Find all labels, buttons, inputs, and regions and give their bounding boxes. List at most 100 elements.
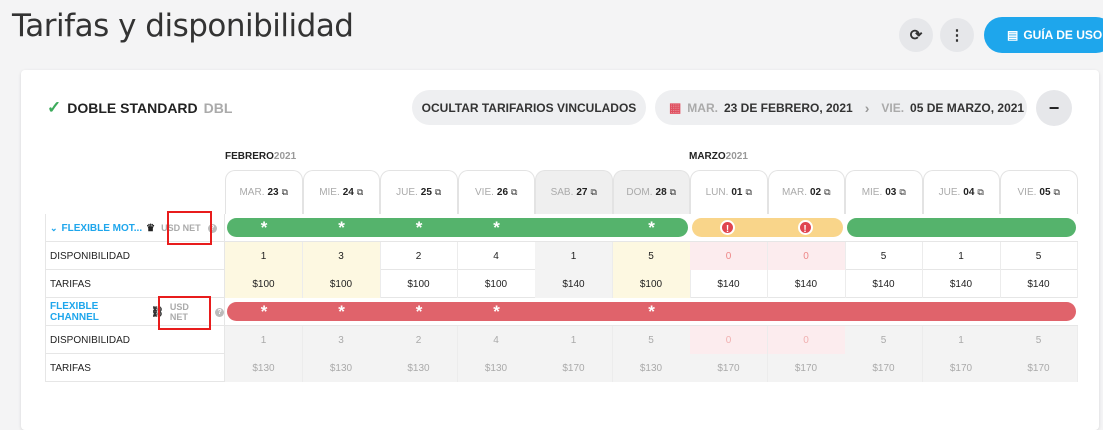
day-header[interactable]: MAR. 23 ⧉	[225, 170, 303, 214]
day-header[interactable]: VIE. 26 ⧉	[457, 170, 535, 214]
external-link-icon[interactable]: ⧉	[511, 187, 518, 197]
external-link-icon[interactable]: ⧉	[899, 187, 906, 197]
restriction-star-icon[interactable]: *	[415, 302, 423, 321]
external-link-icon[interactable]: ⧉	[434, 187, 442, 197]
price-cell[interactable]: $130	[380, 354, 458, 382]
external-link-icon[interactable]: ⧉	[745, 187, 752, 197]
price-cell[interactable]: $140	[535, 270, 613, 298]
availability-cell[interactable]: 1	[535, 242, 613, 270]
price-cell[interactable]: $130	[225, 354, 303, 382]
price-cell[interactable]: $100	[225, 270, 303, 298]
hide-linked-rates-button[interactable]: OCULTAR TARIFARIOS VINCULADOS	[412, 90, 646, 125]
availability-cell[interactable]: 4	[457, 326, 536, 354]
external-link-icon[interactable]: ⧉	[281, 187, 289, 197]
more-options-button[interactable]: ⋮	[940, 18, 974, 52]
external-link-icon[interactable]: ⧉	[356, 187, 364, 197]
availability-cell[interactable]: 5	[612, 242, 691, 270]
warning-status-bar[interactable]	[692, 218, 843, 237]
guide-button[interactable]: ▤ GUÍA DE USO	[984, 17, 1103, 53]
price-cell[interactable]: $130	[612, 354, 691, 382]
availability-cell[interactable]: 0	[690, 326, 768, 354]
price-cell[interactable]: $140	[690, 270, 768, 298]
availability-cell[interactable]: 1	[922, 326, 1001, 354]
price-cell[interactable]: $100	[458, 270, 536, 298]
day-header[interactable]: MAR. 02 ⧉	[767, 170, 845, 214]
alert-icon[interactable]: !	[720, 220, 735, 235]
day-dow: DOM.	[626, 187, 653, 198]
alert-icon[interactable]: !	[797, 220, 813, 235]
rate-name-label: FLEXIBLE CHANNEL	[50, 301, 99, 323]
availability-cell[interactable]: 1	[535, 326, 613, 354]
day-header[interactable]: SAB. 27 ⧉	[535, 170, 613, 214]
day-header[interactable]: MIE. 03 ⧉	[845, 170, 923, 214]
availability-cell[interactable]: 0	[767, 242, 846, 270]
price-cell[interactable]: $100	[612, 270, 691, 298]
restriction-star-icon[interactable]: *	[338, 302, 345, 321]
day-header[interactable]: LUN. 01 ⧉	[690, 170, 768, 214]
availability-cell[interactable]: 5	[845, 326, 923, 354]
collapse-button[interactable]: −	[1036, 90, 1072, 126]
price-cell[interactable]: $170	[845, 354, 923, 382]
availability-cell[interactable]: 1	[225, 242, 303, 270]
page-title: Tarifas y disponibilidad	[12, 8, 354, 44]
refresh-button[interactable]: ⟳	[899, 18, 933, 52]
price-cell[interactable]: $170	[535, 354, 613, 382]
day-header[interactable]: MIE. 24 ⧉	[302, 170, 380, 214]
availability-cell[interactable]: 5	[1000, 242, 1078, 270]
availability-cell[interactable]: 5	[845, 242, 923, 270]
price-cell[interactable]: $170	[922, 354, 1001, 382]
day-number: 04	[963, 187, 975, 198]
external-link-icon[interactable]: ⧉	[824, 187, 831, 197]
availability-cell[interactable]: 0	[690, 242, 768, 270]
date-range-picker[interactable]: ▦ MAR. 23 DE FEBRERO, 2021 › VIE. 05 DE …	[655, 90, 1027, 125]
day-header[interactable]: JUE. 25 ⧉	[380, 170, 458, 214]
availability-cell[interactable]: 2	[380, 326, 458, 354]
open-status-bar[interactable]	[847, 218, 1076, 237]
availability-cell[interactable]: 1	[923, 242, 1001, 270]
availability-cell[interactable]: 4	[458, 242, 536, 270]
price-cell[interactable]: $170	[690, 354, 768, 382]
external-link-icon[interactable]: ⧉	[977, 187, 984, 197]
closed-status-bar[interactable]	[227, 302, 1076, 321]
availability-cell[interactable]: 3	[302, 326, 381, 354]
restriction-star-icon[interactable]: *	[648, 302, 655, 321]
external-link-icon[interactable]: ⧉	[1053, 187, 1060, 197]
price-cell[interactable]: $140	[1000, 270, 1078, 298]
price-cell[interactable]: $130	[302, 354, 381, 382]
open-status-bar[interactable]	[227, 218, 688, 237]
restriction-star-icon[interactable]: *	[338, 218, 345, 237]
availability-cell[interactable]: 5	[612, 326, 691, 354]
availability-cell[interactable]: 3	[302, 242, 381, 270]
availability-cell[interactable]: 1	[225, 326, 303, 354]
restriction-star-icon[interactable]: *	[415, 218, 423, 237]
external-link-icon[interactable]: ⧉	[669, 187, 677, 197]
day-header[interactable]: DOM. 28 ⧉	[612, 170, 690, 214]
price-cell[interactable]: $170	[1000, 354, 1078, 382]
restriction-star-icon[interactable]: *	[260, 218, 268, 237]
chevron-down-icon[interactable]: ⌄	[50, 222, 58, 233]
day-dow: LUN.	[705, 187, 729, 198]
rate-name[interactable]: FLEXIBLE CHANNEL ⛓ USD NET?	[45, 298, 225, 326]
month-label: FEBRERO2021	[225, 151, 297, 162]
price-cell[interactable]: $130	[457, 354, 536, 382]
day-header[interactable]: VIE. 05 ⧉	[1000, 170, 1078, 214]
info-icon[interactable]: ?	[215, 307, 224, 317]
price-cell[interactable]: $140	[768, 270, 846, 298]
price-cell[interactable]: $140	[923, 270, 1001, 298]
price-cell[interactable]: $140	[845, 270, 923, 298]
restriction-star-icon[interactable]: *	[493, 302, 500, 321]
availability-cell[interactable]: 2	[380, 242, 458, 270]
rate-name[interactable]: ⌄ FLEXIBLE MOT... ♛ USD NET?	[45, 214, 225, 242]
availability-cell[interactable]: 0	[767, 326, 846, 354]
restriction-star-icon[interactable]: *	[493, 218, 500, 237]
price-cell[interactable]: $100	[380, 270, 458, 298]
restriction-star-icon[interactable]: *	[648, 218, 655, 237]
availability-cell[interactable]: 5	[1000, 326, 1078, 354]
restriction-star-icon[interactable]: *	[260, 302, 268, 321]
external-link-icon[interactable]: ⧉	[590, 187, 597, 197]
price-cell[interactable]: $100	[302, 270, 381, 298]
info-icon[interactable]: ?	[207, 223, 217, 233]
room-header[interactable]: ✓ DOBLE STANDARD DBL	[47, 98, 232, 118]
price-cell[interactable]: $170	[767, 354, 846, 382]
day-header[interactable]: JUE. 04 ⧉	[922, 170, 1000, 214]
